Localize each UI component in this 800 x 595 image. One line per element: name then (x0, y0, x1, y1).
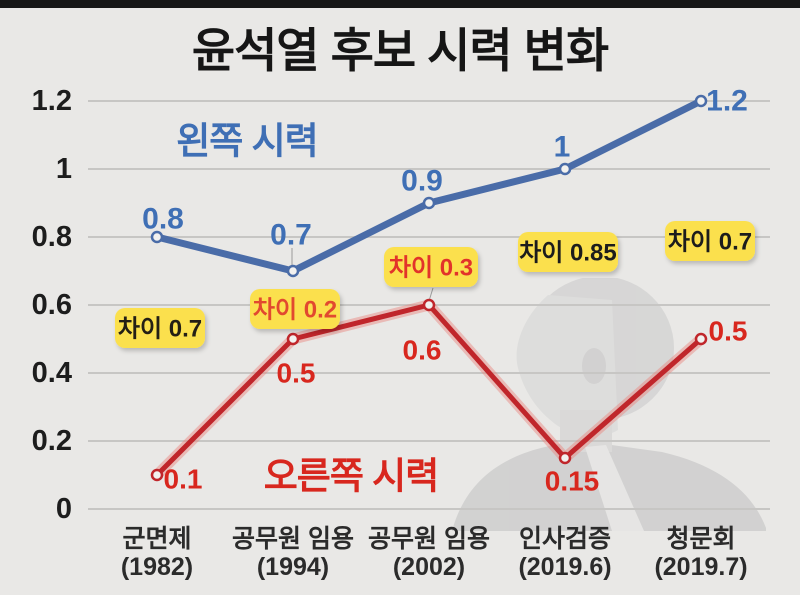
x-category-label: 청문회 (666, 525, 735, 553)
data-value-label: 1 (554, 131, 571, 164)
diff-badge (115, 308, 205, 348)
y-tick-label: 1 (56, 153, 72, 185)
diff-badge-label: 차이 0.2 (253, 297, 337, 324)
data-point (422, 196, 436, 210)
data-point (558, 451, 572, 465)
y-tick-label: 0.8 (32, 221, 72, 253)
x-category-year: (2019.7) (654, 553, 747, 581)
diff-badge-label: 차이 0.7 (118, 316, 202, 343)
data-point (150, 468, 164, 482)
diff-badge (665, 221, 755, 261)
x-category-label: 공무원 임용 (232, 525, 354, 553)
series-label-left-eye: 왼쪽 시력 (176, 121, 317, 162)
y-tick-label: 0.6 (32, 289, 72, 321)
series-label-right-eye: 오른쪽 시력 (264, 456, 438, 497)
diff-badge-label: 차이 0.85 (519, 240, 617, 267)
x-category-year: (2019.6) (518, 553, 611, 581)
y-tick-label: 0.4 (32, 357, 72, 389)
diff-badge (518, 232, 618, 272)
y-tick-label: 1.2 (32, 85, 72, 117)
data-point (286, 264, 300, 278)
x-category-year: (1982) (121, 553, 193, 581)
silhouette-face (516, 295, 618, 437)
diff-badge-label: 차이 0.3 (389, 255, 473, 282)
data-value-label: 0.1 (164, 464, 203, 495)
x-category-label: 인사검증 (519, 525, 611, 553)
data-point (150, 230, 164, 244)
data-value-label: 0.9 (401, 165, 443, 198)
data-point (422, 298, 436, 312)
diff-badge (384, 247, 478, 287)
x-category-label: 군면제 (122, 525, 191, 553)
data-value-label: 0.15 (545, 466, 600, 497)
data-value-label: 0.7 (270, 219, 312, 252)
data-value-label: 1.2 (706, 85, 748, 118)
data-value-label: 0.5 (277, 358, 316, 389)
series-line-right-eye (154, 302, 704, 478)
data-point (694, 332, 708, 346)
data-value-label: 0.5 (709, 316, 748, 347)
silhouette-neck (560, 410, 612, 452)
diff-badge-label: 차이 0.7 (668, 229, 752, 256)
data-value-label: 0.6 (403, 335, 442, 366)
x-category-year: (1994) (257, 553, 329, 581)
page-title: 윤석열 후보 시력 변화 (191, 24, 609, 77)
data-value-label: 0.8 (142, 203, 184, 236)
x-category-label: 공무원 임용 (368, 525, 490, 553)
data-point (558, 162, 572, 176)
diff-badge (250, 289, 340, 329)
top-bar (0, 0, 800, 8)
y-tick-label: 0 (56, 493, 72, 525)
data-point (694, 94, 708, 108)
data-point (286, 332, 300, 346)
silhouette-ear (582, 348, 606, 384)
y-tick-label: 0.2 (32, 425, 72, 457)
x-category-year: (2002) (393, 553, 465, 581)
